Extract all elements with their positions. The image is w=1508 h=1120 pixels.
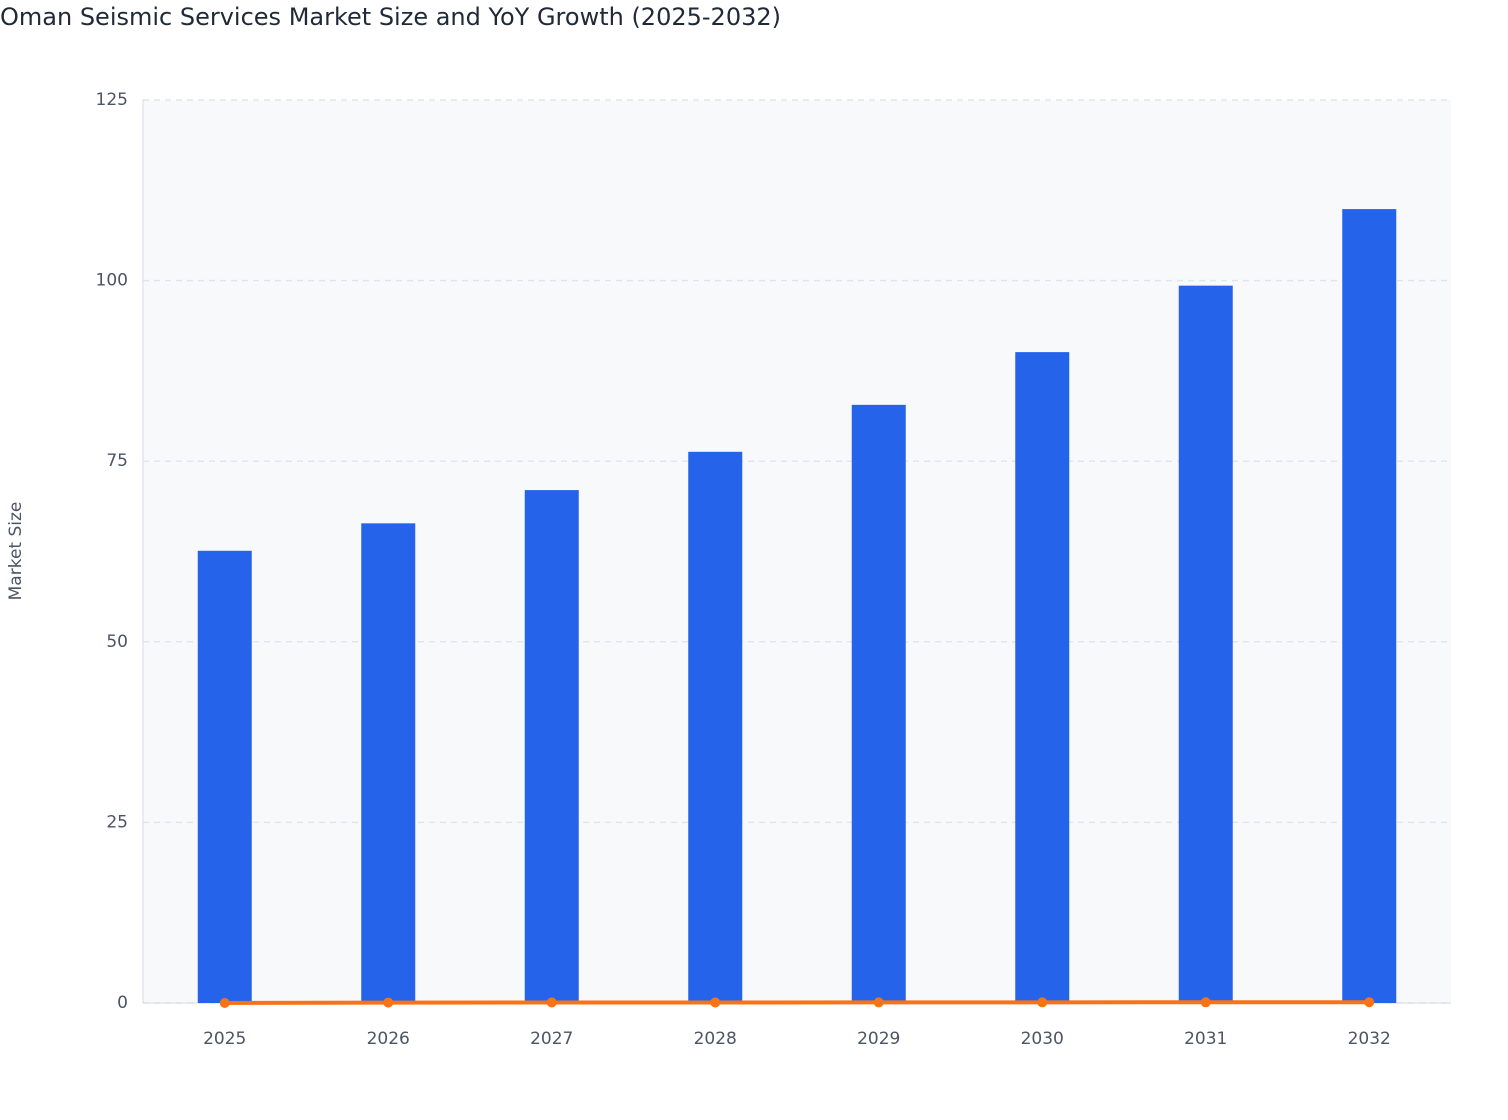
bar	[1342, 209, 1397, 1003]
y-tick-label: 0	[117, 993, 128, 1013]
x-tick-label: 2027	[530, 1029, 573, 1049]
line-point	[1364, 997, 1375, 1008]
x-tick-label: 2026	[367, 1029, 410, 1049]
line-point	[873, 997, 884, 1008]
x-tick-label: 2032	[1348, 1029, 1391, 1049]
line-point	[710, 997, 721, 1008]
line-point	[383, 997, 394, 1008]
x-tick-label: 2030	[1021, 1029, 1064, 1049]
line	[224, 1000, 1370, 1005]
plot-area	[143, 100, 1451, 1003]
line-point	[546, 997, 557, 1008]
y-tick-label: 75	[106, 451, 128, 471]
chart-title: Oman Seismic Services Market Size and Yo…	[0, 3, 781, 31]
bar	[688, 451, 743, 1003]
bar	[1178, 285, 1233, 1003]
x-tick-label: 2025	[203, 1029, 246, 1049]
bar	[361, 523, 416, 1003]
y-tick-label: 25	[106, 812, 128, 832]
x-tick-label: 2028	[694, 1029, 737, 1049]
x-tick-label: 2029	[857, 1029, 900, 1049]
y-tick-label: 50	[106, 632, 128, 652]
y-tick-label: 125	[96, 90, 128, 110]
line-point	[1037, 997, 1048, 1008]
line-point	[1200, 997, 1211, 1008]
bar	[197, 550, 252, 1003]
bar	[524, 490, 579, 1003]
line-point	[219, 998, 230, 1008]
bar	[851, 404, 906, 1004]
y-tick-label: 100	[96, 271, 128, 291]
y-axis-label: Market Size	[6, 502, 26, 601]
bar	[1015, 352, 1070, 1003]
x-tick-label: 2031	[1184, 1029, 1227, 1049]
